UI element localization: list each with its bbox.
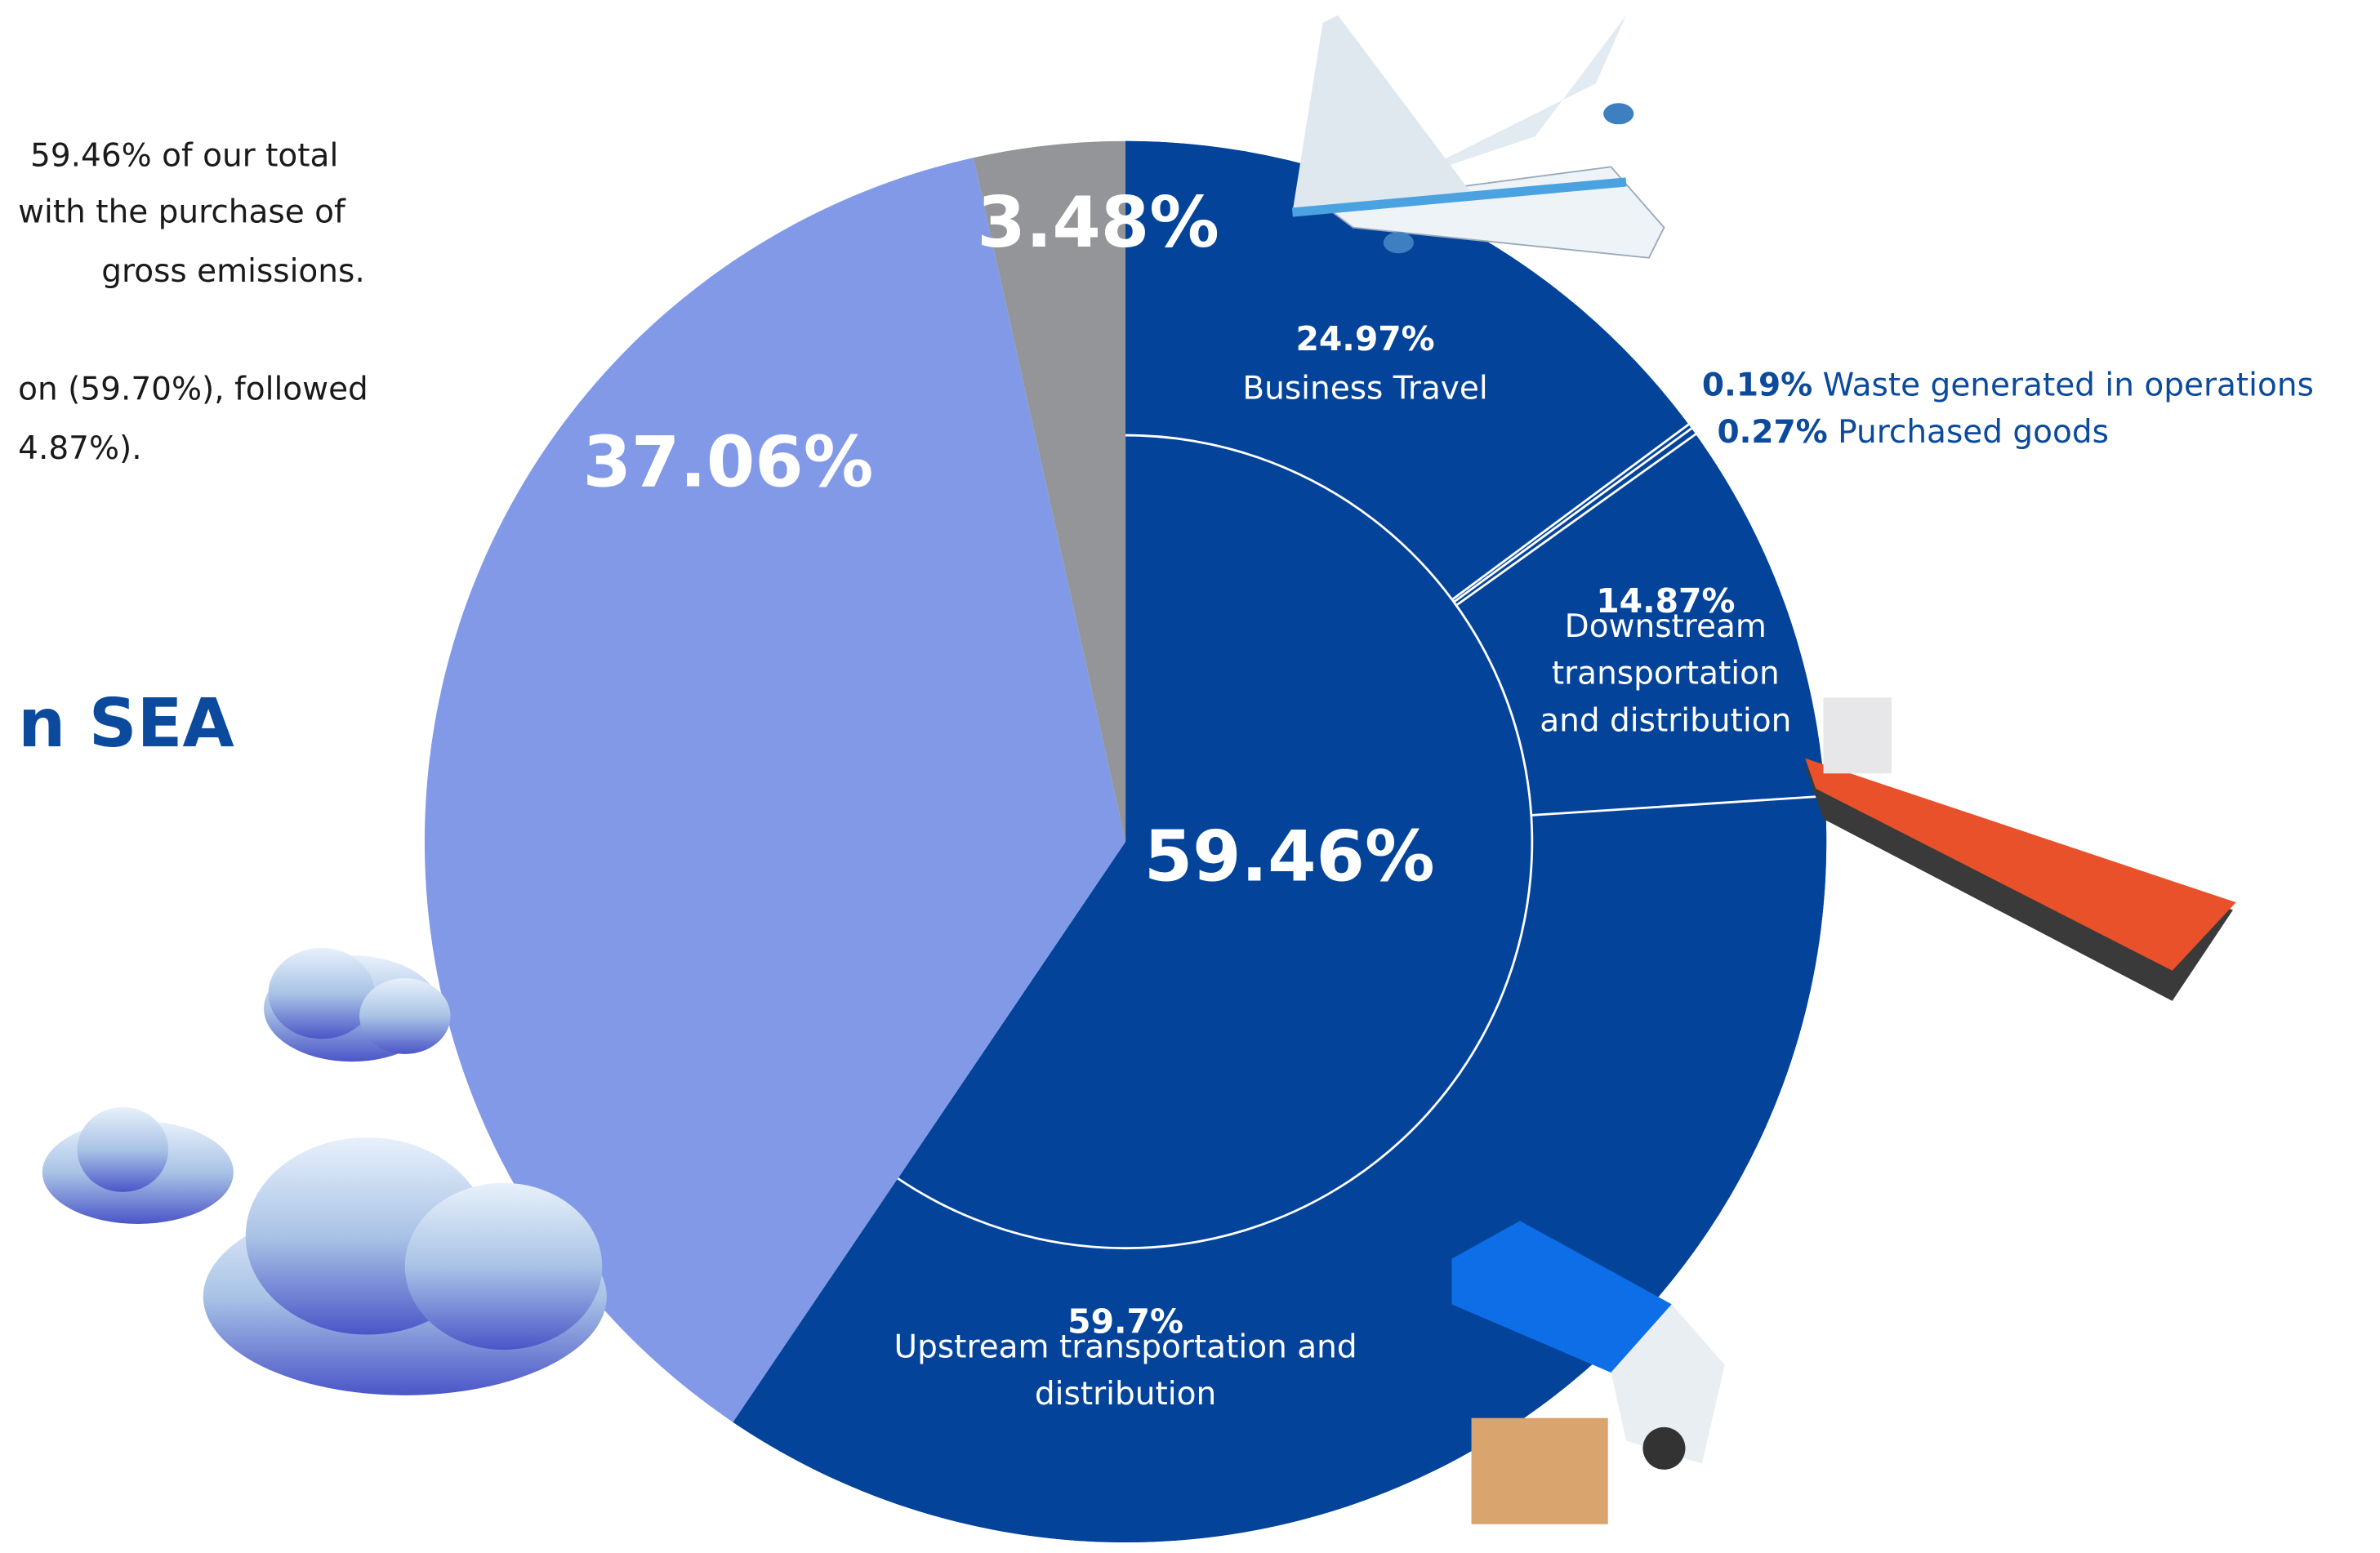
pie-slice bbox=[973, 140, 1126, 842]
divider bbox=[1455, 433, 1696, 607]
heading: n SEA bbox=[18, 685, 234, 763]
truck bbox=[1451, 1221, 1725, 1524]
callout-category: Purchased goods bbox=[1838, 414, 2109, 451]
segment-label-box: Business Travel bbox=[1242, 370, 1488, 407]
airplane bbox=[1291, 15, 1665, 259]
callout-label: 0.19% Waste generated in operations bbox=[1702, 367, 2314, 403]
divider bbox=[1451, 423, 1690, 601]
intro-line: on (59.70%), followed bbox=[18, 372, 368, 408]
pie: 59.46% 37.06% 3.48% 24.97% Business Travel 14… bbox=[424, 140, 2314, 1542]
intro-line: 59.46% of our total bbox=[30, 138, 338, 175]
slice-label: 59.46% bbox=[1144, 817, 1435, 897]
slice-label: 3.48% bbox=[977, 183, 1219, 264]
ring-segment bbox=[1125, 140, 1689, 600]
segment-label: Business Travel bbox=[1242, 370, 1488, 407]
segment-label: Downstream transportation and distributi… bbox=[1540, 607, 1792, 739]
ring-segment bbox=[1451, 424, 1692, 603]
ring-segment bbox=[1455, 434, 1825, 816]
segment-value-label: 14.87% bbox=[1596, 581, 1735, 621]
callout-label: 0.27% Purchased goods bbox=[1717, 414, 2109, 451]
intro-line: 4.87%). bbox=[18, 430, 142, 467]
segment-label: Upstream transportation and distribution bbox=[894, 1328, 1357, 1413]
ship bbox=[1805, 697, 2236, 1001]
clouds bbox=[42, 947, 607, 1395]
divider bbox=[1453, 427, 1692, 603]
callout-category: Waste generated in operations bbox=[1823, 367, 2314, 403]
ring-segment bbox=[733, 795, 1827, 1542]
intro-line: with the purchase of bbox=[18, 194, 346, 230]
slice-label: 37.06% bbox=[582, 423, 873, 504]
segment-label-box: Downstream transportation and distributi… bbox=[1540, 607, 1792, 739]
ring-segment bbox=[1454, 428, 1696, 606]
segment-value-label: 24.97% bbox=[1295, 319, 1434, 358]
pie-slice bbox=[424, 158, 1126, 1422]
callout-value: 0.19% bbox=[1702, 367, 1812, 403]
segment-label-box: Upstream transportation and distribution bbox=[894, 1328, 1357, 1413]
inner-outline bbox=[897, 434, 1534, 1250]
divider bbox=[1531, 794, 1825, 817]
intro-line: gross emissions. bbox=[101, 253, 364, 290]
segment-value-label: 59.7% bbox=[1067, 1302, 1183, 1342]
callout-value: 0.27% bbox=[1717, 414, 1827, 451]
